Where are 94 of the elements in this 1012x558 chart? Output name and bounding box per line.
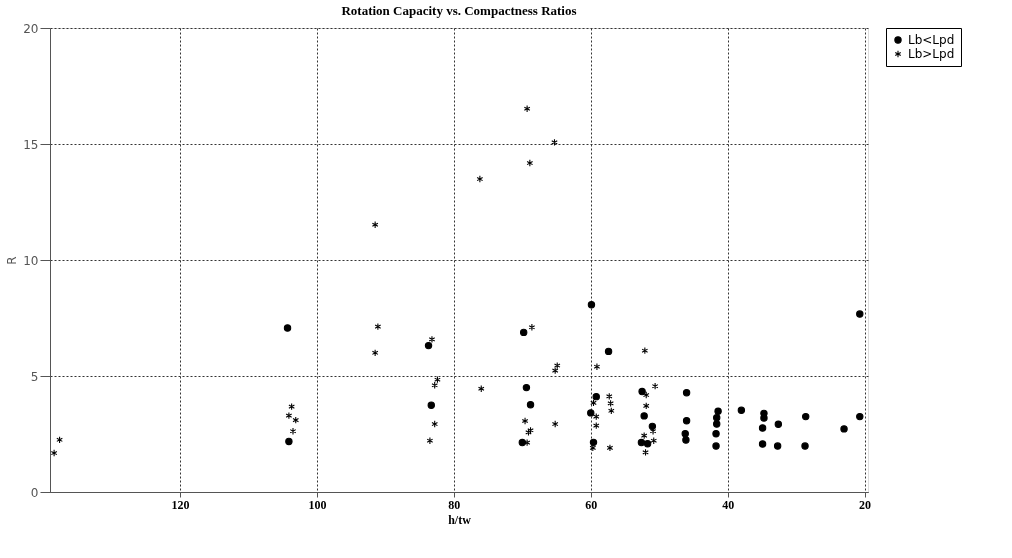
point: [650, 437, 658, 445]
point: [431, 381, 438, 389]
point: [802, 412, 810, 421]
point: [801, 442, 809, 450]
point: [477, 385, 485, 393]
point: [292, 416, 300, 424]
y-tick-label: 0: [30, 485, 39, 500]
point: [774, 420, 783, 428]
y-axis-title: R: [5, 256, 20, 265]
point: [607, 399, 614, 408]
y-tick-label: 20: [23, 21, 39, 36]
point: [521, 417, 529, 425]
point: [56, 436, 63, 444]
point: [553, 361, 561, 370]
point: [526, 401, 535, 409]
point: [713, 420, 721, 428]
point: [525, 428, 532, 437]
y-tick-label: 10: [23, 253, 39, 268]
x-tick-label: 100: [308, 497, 327, 512]
point: [527, 426, 534, 434]
point: [642, 391, 650, 399]
point: [641, 347, 649, 355]
point: [587, 409, 595, 417]
point: [551, 366, 559, 375]
point: [374, 322, 382, 331]
point: [642, 448, 649, 457]
point: [640, 412, 648, 420]
y-tick-label: 5: [30, 369, 39, 384]
point: [856, 310, 864, 318]
point: [427, 401, 435, 409]
point: [608, 407, 615, 415]
point: [285, 437, 293, 446]
point: [593, 363, 601, 371]
point: [528, 323, 536, 331]
point: [758, 424, 767, 432]
point: [642, 402, 650, 410]
point: [50, 449, 58, 457]
point: [712, 442, 720, 450]
x-tick-label: 20: [859, 497, 872, 512]
point: [371, 349, 379, 357]
x-tick-label: 60: [585, 497, 598, 512]
point: [856, 412, 864, 421]
x-tick-label: 80: [448, 497, 461, 512]
point: [682, 436, 690, 444]
point: [713, 414, 721, 422]
point: [519, 328, 528, 337]
point: [840, 425, 848, 433]
y-tick-label: 15: [23, 137, 39, 152]
legend-label: Lb<Lpd: [908, 33, 955, 47]
point: [551, 420, 559, 428]
point: [289, 427, 297, 435]
point: [682, 417, 691, 425]
point: [371, 221, 379, 229]
point: [476, 175, 484, 183]
x-tick-label: 40: [722, 497, 735, 512]
x-axis-title: h/tw: [448, 512, 472, 527]
point: [522, 383, 531, 392]
point: [592, 412, 600, 421]
point: [283, 324, 292, 332]
point: [773, 442, 782, 450]
point: [434, 376, 441, 384]
point: [605, 392, 613, 401]
point: [637, 438, 646, 447]
point: [737, 406, 746, 415]
point: [590, 399, 597, 407]
point: [551, 138, 558, 147]
point: [681, 430, 689, 438]
point: [714, 407, 722, 415]
point: [526, 159, 534, 167]
point: [758, 440, 767, 448]
point: [606, 444, 614, 452]
point: [640, 431, 648, 440]
point: [587, 301, 596, 309]
point: [426, 437, 434, 445]
point: [285, 411, 293, 420]
point: [431, 420, 438, 428]
point: [604, 347, 613, 356]
point: [589, 444, 597, 452]
point: [424, 341, 433, 350]
point: [592, 392, 600, 401]
point: [712, 430, 720, 438]
chart-title: Rotation Capacity vs. Compactness Ratios: [341, 3, 577, 18]
point: [760, 414, 768, 422]
legend-label: Lb>Lpd: [908, 47, 955, 61]
point: [589, 438, 598, 447]
point: [643, 440, 652, 448]
point: [682, 389, 691, 397]
point: [638, 387, 646, 396]
point: [651, 382, 659, 390]
point: [288, 402, 295, 411]
point: [428, 335, 436, 344]
point: [592, 421, 600, 430]
x-tick-label: 120: [171, 497, 190, 512]
point: [523, 105, 531, 113]
